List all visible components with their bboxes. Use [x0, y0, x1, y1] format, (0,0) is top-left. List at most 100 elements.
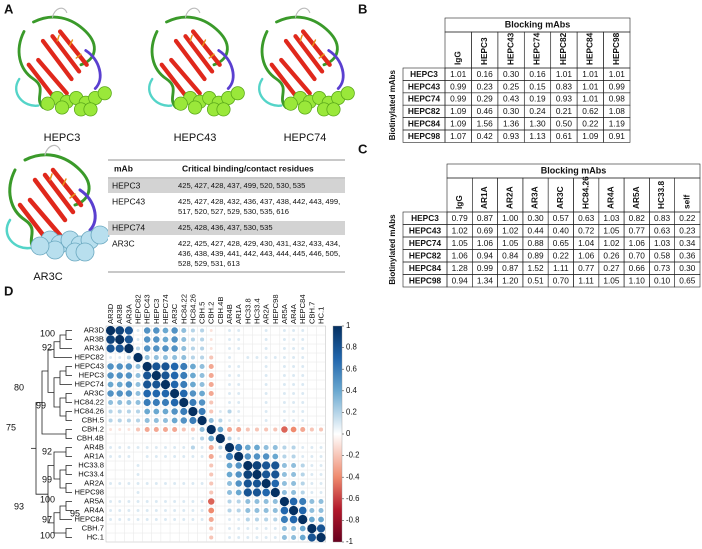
cell-value: 0.15 [529, 81, 546, 91]
column-label: HEPC84 [298, 294, 307, 324]
corr-dot [301, 472, 305, 476]
corr-dot [227, 490, 232, 495]
cell-value: 0.22 [553, 250, 570, 260]
cell-value: 0.36 [679, 250, 696, 260]
corr-dot [227, 472, 233, 478]
corr-dot [207, 425, 216, 434]
bootstrap-label: 95 [70, 508, 80, 518]
corr-dot [310, 482, 313, 485]
column-label: AR2A [262, 303, 271, 324]
corr-dot [201, 482, 204, 485]
corr-dot [200, 328, 204, 332]
corr-dot [282, 526, 287, 531]
corr-dot [209, 526, 213, 530]
cell-value: 0.88 [527, 238, 544, 248]
panel-label: C [358, 141, 368, 156]
sphere [188, 101, 201, 114]
corr-dot [191, 427, 195, 431]
corr-dot [154, 418, 159, 423]
ribbon [219, 51, 233, 89]
column-header: HC84.26 [580, 176, 590, 209]
corr-dot [290, 516, 298, 524]
corr-dot [301, 392, 304, 395]
corr-dot [237, 374, 240, 377]
cell-value: 0.87 [502, 263, 519, 273]
corr-dot [310, 427, 314, 431]
corr-dot [116, 372, 123, 379]
cell-value: 1.06 [452, 250, 469, 260]
sphere [341, 87, 354, 100]
corr-dot [170, 389, 179, 398]
panel-label: D [4, 283, 13, 298]
cell-value: 0.94 [452, 275, 469, 285]
corr-dot [127, 446, 130, 449]
cell-value: 1.01 [450, 69, 467, 79]
corr-dot [124, 344, 133, 353]
cell-value: 1.30 [529, 118, 546, 128]
corr-dot [143, 390, 151, 398]
column-header: HEPC98 [611, 32, 621, 65]
corr-dot [237, 338, 240, 341]
corr-dot [126, 381, 133, 388]
corr-dot [283, 329, 286, 332]
corr-dot [234, 452, 243, 461]
cell-value: 0.87 [477, 213, 494, 223]
structure-label: HEPC43 [174, 132, 217, 144]
cell-value: 0.21 [556, 106, 573, 116]
sphere [217, 103, 230, 116]
corr-dot [200, 355, 204, 359]
cell-value: 1.28 [452, 263, 469, 273]
corr-dot [283, 383, 286, 386]
corr-dot [117, 400, 122, 405]
corr-dot [301, 338, 304, 341]
residue: 430, [260, 239, 275, 248]
row-label: HC84.26 [74, 407, 104, 416]
corr-dot [280, 497, 289, 506]
cell-value: 1.02 [502, 225, 519, 235]
corr-dot [136, 427, 140, 431]
corr-dot [143, 371, 151, 379]
cell-value: 1.20 [502, 275, 519, 285]
corr-dot [264, 427, 268, 431]
corr-dot [228, 374, 231, 377]
corr-dot [163, 355, 168, 360]
corr-dot [118, 455, 121, 458]
corr-dot [107, 372, 114, 379]
corr-dot [227, 436, 231, 440]
residue: 422, [178, 239, 193, 248]
corr-dot [209, 454, 214, 459]
mab-name: HEPC43 [112, 196, 145, 206]
corr-dot [127, 509, 130, 512]
corr-dot [182, 446, 185, 449]
residue: 520, [260, 181, 275, 190]
column-label: AR3B [115, 304, 124, 324]
corr-dot [164, 509, 167, 512]
corr-dot [145, 427, 150, 432]
cell-value: 1.00 [502, 213, 519, 223]
corr-dot [274, 527, 277, 530]
colorbar-tick-label: -1 [346, 537, 353, 544]
cell-value: 1.05 [603, 225, 620, 235]
cell-value: 0.25 [503, 81, 520, 91]
corr-dot [118, 446, 121, 449]
cell-value: 0.16 [529, 69, 546, 79]
corr-dot [190, 390, 197, 397]
bootstrap-label: 99 [36, 400, 46, 410]
cell-value: 1.09 [450, 106, 467, 116]
corr-dot [245, 499, 250, 504]
cell-value: 1.05 [502, 238, 519, 248]
residue: 432, [227, 197, 242, 206]
corr-dot [283, 374, 286, 377]
corr-dot [171, 399, 179, 407]
corr-dot [146, 500, 149, 503]
corr-dot [107, 363, 114, 370]
cell-value: 0.79 [452, 213, 469, 223]
residue: 437, [260, 197, 275, 206]
corr-dot [127, 355, 131, 359]
residue: 528, [178, 259, 193, 268]
cell-value: 1.06 [629, 238, 646, 248]
corr-dot [298, 515, 307, 524]
corr-dot [299, 498, 306, 505]
residue: 432, [293, 239, 308, 248]
corr-dot [191, 482, 194, 485]
